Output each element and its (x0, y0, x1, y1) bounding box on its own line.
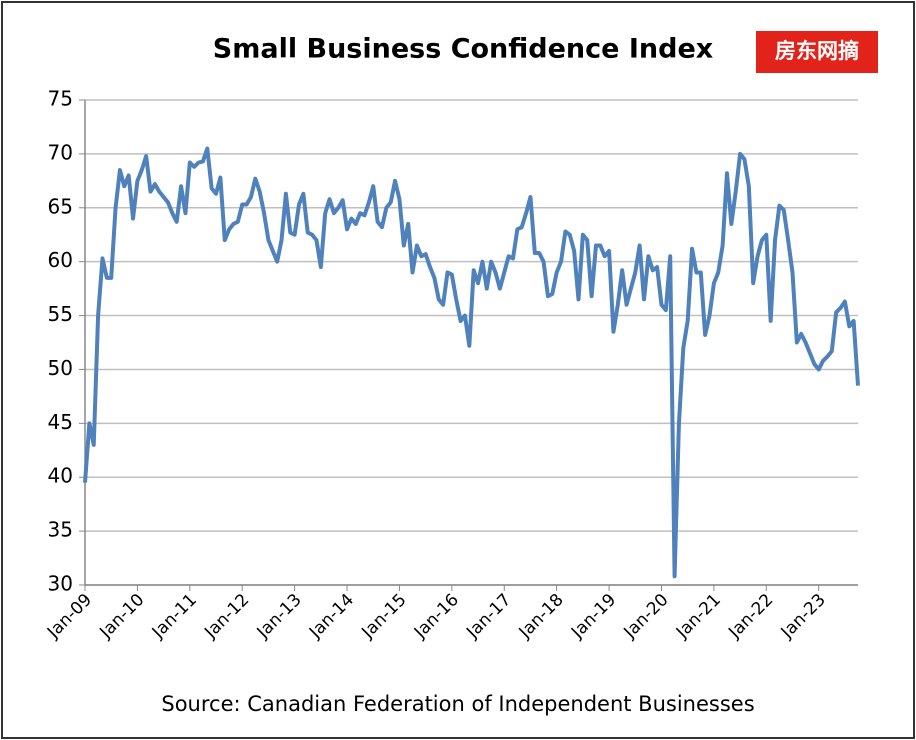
y-tick-label: 60 (48, 248, 73, 272)
watermark: 房东网摘 (775, 39, 859, 63)
y-tick-label: 40 (48, 464, 73, 488)
y-tick-label: 70 (48, 140, 73, 164)
line (83, 146, 860, 579)
y-tick-label: 30 (48, 572, 73, 596)
y-tick-label: 45 (48, 410, 73, 434)
chart-title: Small Business Confidence Index (213, 34, 713, 65)
y-tick-label: 65 (48, 194, 73, 218)
y-tick-label: 55 (48, 302, 73, 326)
y-tick-label: 75 (48, 87, 73, 111)
y-tick-label: 35 (48, 518, 73, 542)
source: Source: Canadian Federation of Independe… (161, 692, 754, 716)
y-tick-label: 50 (48, 356, 73, 380)
watermark-badge (756, 31, 878, 73)
